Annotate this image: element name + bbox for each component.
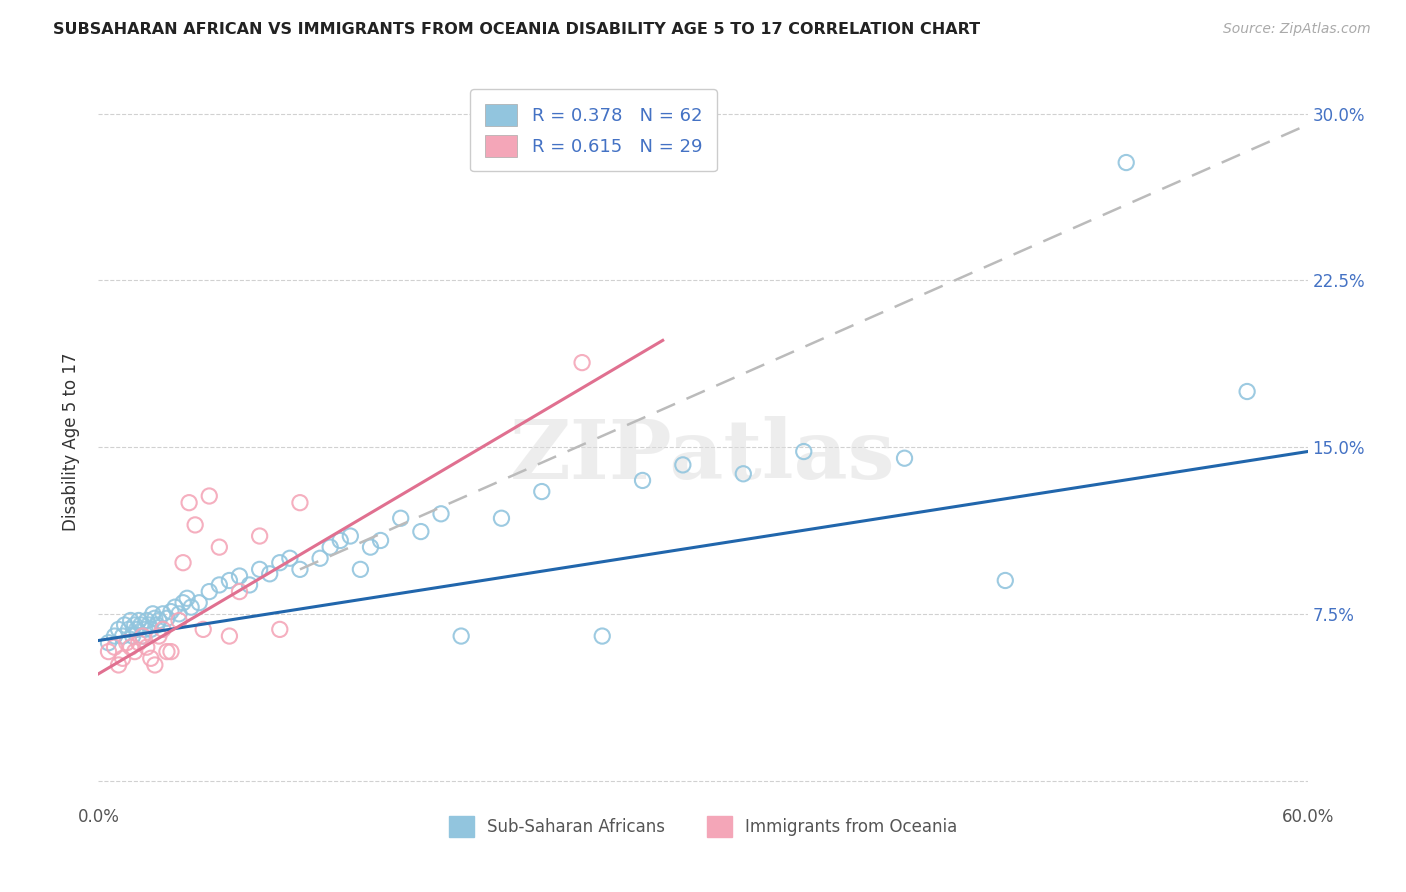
Text: Source: ZipAtlas.com: Source: ZipAtlas.com bbox=[1223, 22, 1371, 37]
Point bbox=[228, 584, 250, 599]
Point bbox=[121, 629, 143, 643]
Point bbox=[115, 636, 138, 650]
Point bbox=[120, 640, 142, 655]
Point bbox=[208, 540, 231, 554]
Point bbox=[530, 484, 553, 499]
Point bbox=[228, 569, 250, 583]
Point bbox=[389, 511, 412, 525]
Point bbox=[288, 496, 311, 510]
Point bbox=[103, 640, 125, 655]
Point bbox=[218, 629, 240, 643]
Point bbox=[172, 596, 194, 610]
Point bbox=[179, 496, 201, 510]
Point bbox=[172, 556, 194, 570]
Point bbox=[994, 574, 1017, 588]
Point bbox=[450, 629, 472, 643]
Point bbox=[156, 611, 179, 625]
Point bbox=[148, 614, 170, 628]
Point bbox=[146, 618, 169, 632]
Point bbox=[103, 629, 125, 643]
Point bbox=[139, 623, 162, 637]
Point bbox=[218, 574, 240, 588]
Point bbox=[733, 467, 755, 481]
Legend: Sub-Saharan Africans, Immigrants from Oceania: Sub-Saharan Africans, Immigrants from Oc… bbox=[440, 808, 966, 845]
Point bbox=[167, 614, 190, 628]
Point bbox=[180, 600, 202, 615]
Point bbox=[309, 551, 332, 566]
Point bbox=[188, 596, 211, 610]
Point bbox=[793, 444, 815, 458]
Point bbox=[148, 629, 170, 643]
Point bbox=[138, 618, 160, 632]
Point bbox=[135, 614, 157, 628]
Point bbox=[114, 618, 136, 632]
Point bbox=[430, 507, 453, 521]
Point bbox=[591, 629, 613, 643]
Point bbox=[97, 645, 120, 659]
Point bbox=[111, 651, 134, 665]
Text: SUBSAHARAN AFRICAN VS IMMIGRANTS FROM OCEANIA DISABILITY AGE 5 TO 17 CORRELATION: SUBSAHARAN AFRICAN VS IMMIGRANTS FROM OC… bbox=[53, 22, 980, 37]
Point bbox=[160, 605, 183, 619]
Point bbox=[409, 524, 432, 539]
Point bbox=[198, 489, 221, 503]
Point bbox=[319, 540, 342, 554]
Point bbox=[370, 533, 392, 548]
Point bbox=[125, 623, 148, 637]
Point bbox=[249, 529, 271, 543]
Point bbox=[132, 629, 155, 643]
Point bbox=[152, 623, 174, 637]
Point bbox=[163, 600, 186, 615]
Point bbox=[198, 584, 221, 599]
Point bbox=[288, 562, 311, 576]
Point bbox=[124, 645, 146, 659]
Point bbox=[129, 618, 152, 632]
Point bbox=[167, 607, 190, 621]
Point bbox=[329, 533, 352, 548]
Point bbox=[107, 657, 129, 672]
Point bbox=[269, 556, 291, 570]
Point bbox=[269, 623, 291, 637]
Point bbox=[142, 607, 165, 621]
Point bbox=[1115, 155, 1137, 169]
Point bbox=[278, 551, 301, 566]
Point bbox=[349, 562, 371, 576]
Point bbox=[107, 623, 129, 637]
Point bbox=[672, 458, 695, 472]
Point bbox=[97, 636, 120, 650]
Point bbox=[193, 623, 215, 637]
Point bbox=[160, 645, 183, 659]
Point bbox=[1236, 384, 1258, 399]
Point bbox=[631, 474, 654, 488]
Point bbox=[176, 591, 198, 606]
Y-axis label: Disability Age 5 to 17: Disability Age 5 to 17 bbox=[62, 352, 80, 531]
Point bbox=[139, 651, 162, 665]
Point bbox=[491, 511, 513, 525]
Point bbox=[184, 517, 207, 532]
Point bbox=[132, 629, 155, 643]
Point bbox=[208, 578, 231, 592]
Point bbox=[152, 607, 174, 621]
Text: ZIPatlas: ZIPatlas bbox=[510, 416, 896, 496]
Point bbox=[135, 640, 157, 655]
Point bbox=[143, 611, 166, 625]
Point bbox=[239, 578, 262, 592]
Point bbox=[118, 623, 141, 637]
Point bbox=[156, 645, 179, 659]
Point bbox=[111, 629, 134, 643]
Point bbox=[128, 614, 150, 628]
Point bbox=[249, 562, 271, 576]
Point bbox=[143, 657, 166, 672]
Point bbox=[360, 540, 382, 554]
Point bbox=[128, 636, 150, 650]
Point bbox=[134, 623, 156, 637]
Point bbox=[120, 614, 142, 628]
Point bbox=[124, 618, 146, 632]
Point bbox=[893, 451, 915, 466]
Point bbox=[339, 529, 361, 543]
Point bbox=[259, 566, 281, 581]
Point bbox=[571, 356, 593, 370]
